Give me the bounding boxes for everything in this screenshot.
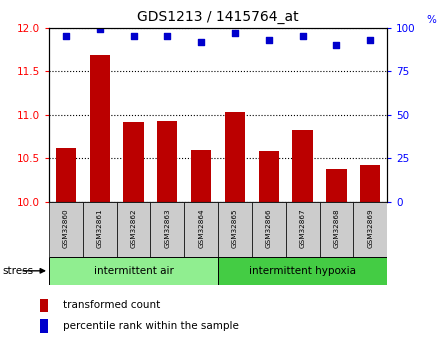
Bar	[157, 121, 178, 202]
Bar	[40, 319, 49, 333]
Bar	[218, 202, 252, 257]
Title: GDS1213 / 1415764_at: GDS1213 / 1415764_at	[137, 10, 299, 24]
Point	[231, 30, 239, 36]
Text: intermittent hypoxia: intermittent hypoxia	[249, 266, 356, 276]
Point	[299, 33, 306, 39]
Bar	[225, 112, 245, 202]
Text: GSM32864: GSM32864	[198, 208, 204, 248]
Text: percentile rank within the sample: percentile rank within the sample	[63, 321, 239, 331]
Text: GSM32863: GSM32863	[164, 208, 170, 248]
Text: GSM32869: GSM32869	[367, 208, 373, 248]
Point	[265, 37, 272, 42]
Bar	[150, 202, 184, 257]
Bar	[320, 202, 353, 257]
Text: GSM32860: GSM32860	[63, 208, 69, 248]
Bar	[56, 148, 76, 202]
Point	[96, 27, 103, 32]
Text: stress: stress	[2, 266, 33, 276]
Bar	[49, 257, 218, 285]
Text: GSM32867: GSM32867	[299, 208, 306, 248]
Bar	[117, 202, 150, 257]
Bar	[218, 257, 387, 285]
Bar	[83, 202, 117, 257]
Point	[367, 37, 374, 42]
Text: GSM32868: GSM32868	[333, 208, 340, 248]
Text: transformed count: transformed count	[63, 300, 160, 310]
Text: %: %	[426, 15, 436, 25]
Text: GSM32866: GSM32866	[266, 208, 272, 248]
Bar	[184, 202, 218, 257]
Bar	[49, 202, 83, 257]
Bar	[191, 150, 211, 202]
Point	[164, 33, 171, 39]
Text: GSM32865: GSM32865	[232, 208, 238, 248]
Text: GSM32862: GSM32862	[130, 208, 137, 248]
Point	[198, 39, 205, 44]
Bar	[360, 165, 380, 202]
Text: GSM32861: GSM32861	[97, 208, 103, 248]
Bar	[259, 151, 279, 202]
Point	[333, 42, 340, 48]
Point	[62, 33, 69, 39]
Bar	[40, 299, 49, 312]
Bar	[89, 56, 110, 202]
Bar	[292, 130, 313, 202]
Point	[130, 33, 137, 39]
Bar	[353, 202, 387, 257]
Bar	[286, 202, 320, 257]
Text: intermittent air: intermittent air	[93, 266, 174, 276]
Bar	[252, 202, 286, 257]
Bar	[123, 122, 144, 202]
Bar	[326, 169, 347, 202]
